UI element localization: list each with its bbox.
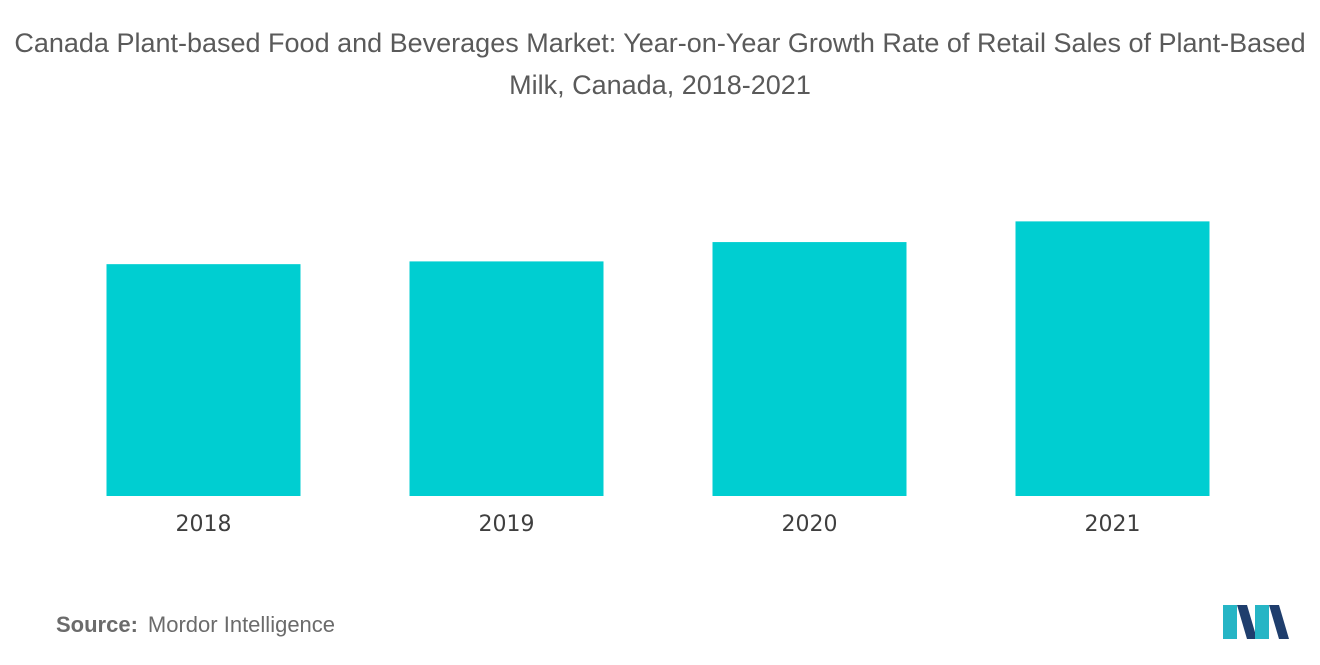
bar-2020: [712, 242, 907, 496]
bar-2018: [106, 264, 301, 496]
bars-group: [106, 221, 1210, 496]
x-tick-label-2020: 2020: [782, 512, 838, 537]
bar-chart: 2018 2019 2020 2021: [106, 221, 1210, 537]
source-text: Mordor Intelligence: [147, 612, 336, 637]
source-label: Source:: [56, 612, 138, 637]
source-note: Source: Mordor Intelligence: [56, 612, 335, 638]
x-tick-label-2018: 2018: [176, 512, 232, 537]
x-tick-label-2019: 2019: [479, 512, 535, 537]
x-tick-label-2021: 2021: [1085, 512, 1141, 537]
bar-2019: [409, 261, 604, 496]
mordor-intelligence-logo-icon: [1223, 605, 1289, 639]
bar-2021: [1015, 221, 1210, 496]
x-tick-labels: 2018 2019 2020 2021: [176, 512, 1141, 537]
chart-title: Canada Plant-based Food and Beverages Ma…: [14, 28, 1306, 100]
